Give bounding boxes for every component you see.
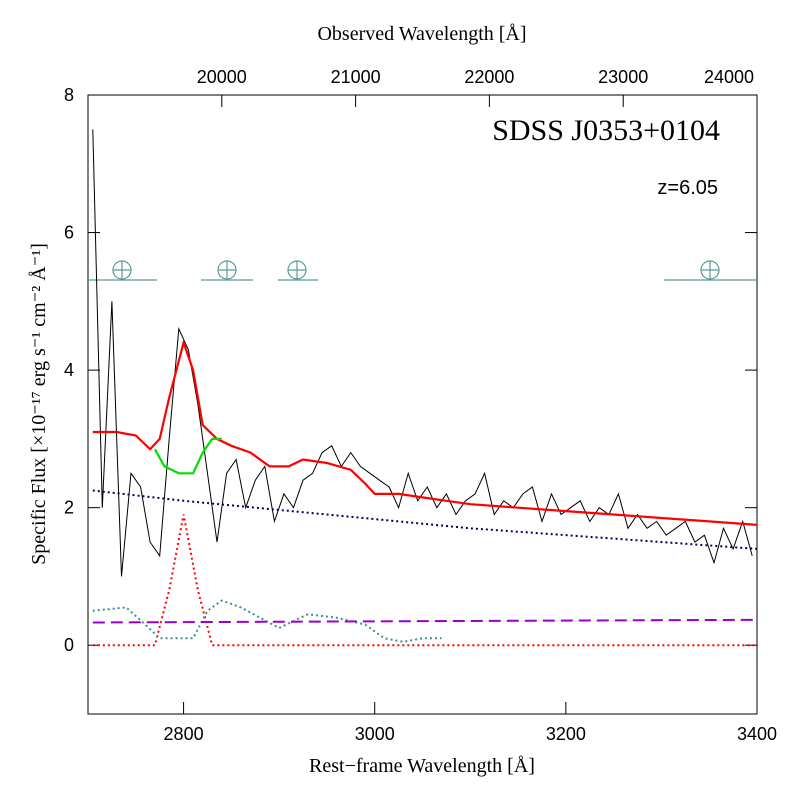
y-tick-label: 2 [64, 498, 74, 518]
x2-tick-label: 23000 [598, 67, 648, 87]
annotation: z=6.05 [657, 177, 718, 199]
x2-tick-label: 22000 [464, 67, 514, 87]
x2-tick-label: 20000 [197, 67, 247, 87]
y-tick-label: 6 [64, 223, 74, 243]
y-tick-label: 8 [64, 85, 74, 105]
x2-tick-label: 21000 [331, 67, 381, 87]
spectrum-line [92, 514, 757, 647]
spectrum-line [92, 618, 758, 624]
telluric-markers [88, 260, 757, 281]
y-tick-label: 0 [64, 635, 74, 655]
x-tick-label: 3400 [737, 724, 777, 744]
spectrum-line [92, 599, 442, 643]
spectrum-line [92, 129, 753, 577]
x-tick-label: 3000 [355, 724, 395, 744]
x2-tick-label: 24000 [704, 67, 754, 87]
spectrum-line [153, 437, 222, 475]
x-tick-label: 2800 [164, 724, 204, 744]
x-axis-label: Rest−frame Wavelength [Å] [309, 755, 535, 777]
chart-title: SDSS J0353+0104 [492, 114, 720, 147]
plot-frame [87, 94, 758, 715]
spectrum-line [92, 489, 758, 550]
x2-axis-label: Observed Wavelength [Å] [317, 23, 526, 45]
y-tick-label: 4 [64, 360, 74, 380]
spectrum-line [92, 338, 758, 526]
x-tick-label: 3200 [546, 724, 586, 744]
y-axis-label: Specific Flux [×10⁻¹⁷ erg s⁻¹ cm⁻² Å⁻¹] [28, 243, 50, 565]
